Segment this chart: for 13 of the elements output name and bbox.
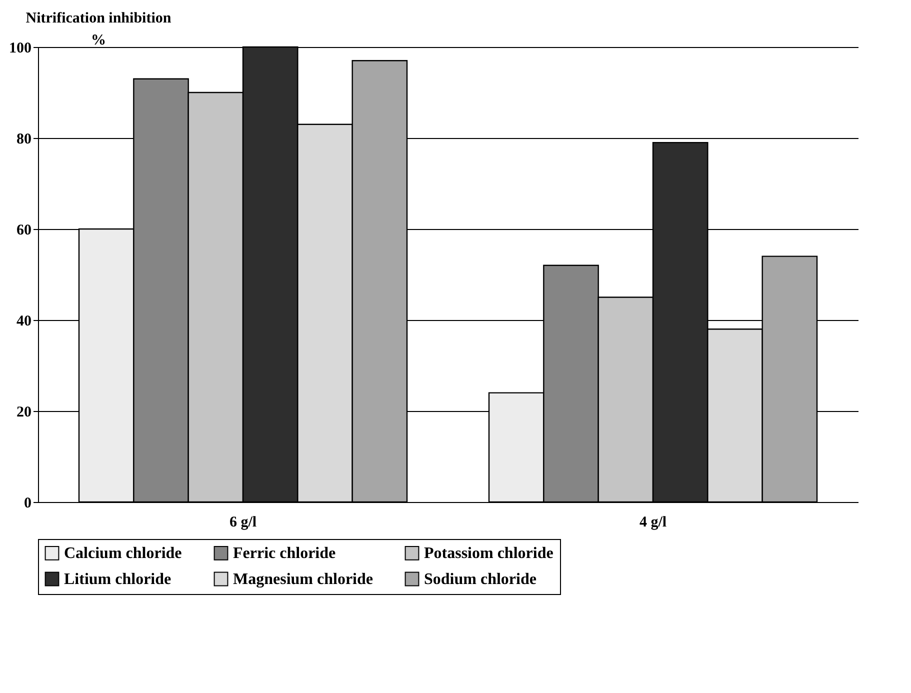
legend-label: Magnesium chloride	[233, 571, 373, 588]
y-tick-label: 0	[24, 496, 32, 512]
legend-label: Calcium chloride	[64, 545, 182, 562]
x-tick-label: 4 g/l	[639, 514, 667, 530]
x-tick-label: 6 g/l	[229, 514, 257, 530]
y-tick-label: 40	[16, 314, 32, 330]
y-tick-label: 20	[16, 404, 32, 420]
legend-label: Sodium chloride	[424, 571, 536, 588]
legend-label: Litium chloride	[64, 571, 172, 588]
legend-label: Potassiom chloride	[424, 545, 554, 562]
legend-label: Ferric chloride	[233, 545, 336, 562]
y-tick-label: 80	[16, 132, 32, 148]
y-tick-label: 60	[16, 222, 32, 238]
